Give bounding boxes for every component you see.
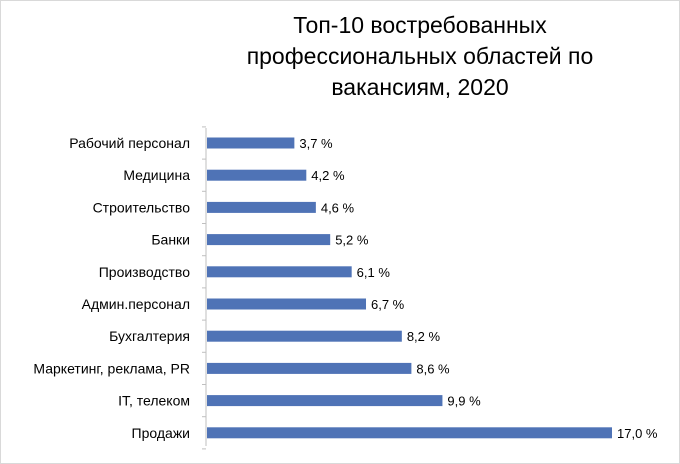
category-label: Продажи [132,425,190,441]
value-label: 4,6 % [321,200,355,215]
category-label: Маркетинг, реклама, PR [33,360,190,376]
chart-title: Топ-10 востребованных профессиональных о… [246,12,594,100]
bar [207,427,612,439]
value-label: 8,2 % [407,329,441,344]
bar [207,201,316,213]
bar [207,362,412,374]
value-label: 17,0 % [617,426,658,441]
bar [207,330,402,342]
category-label: Рабочий персонал [69,135,190,151]
value-label: 9,9 % [447,394,481,409]
value-label: 8,6 % [416,361,450,376]
value-label: 6,7 % [371,297,405,312]
value-label: 3,7 % [299,136,333,151]
category-label: Производство [99,264,190,280]
value-label: 6,1 % [357,265,391,280]
value-label: 5,2 % [335,233,369,248]
category-label: IT, телеком [118,393,190,409]
category-label: Админ.персонал [82,296,190,312]
bar [207,169,307,181]
bar [207,234,331,246]
bar [207,266,352,278]
category-label: Бухгалтерия [109,328,190,344]
bar [207,298,367,310]
value-label: 4,2 % [311,168,345,183]
category-label: Банки [151,232,190,248]
category-label: Медицина [123,167,190,183]
category-label: Строительство [93,199,191,215]
bar [207,395,443,407]
bar [207,137,295,149]
bars-layer: Рабочий персонал 3,7 % Медицина 4,2 % Строит… [33,126,658,450]
